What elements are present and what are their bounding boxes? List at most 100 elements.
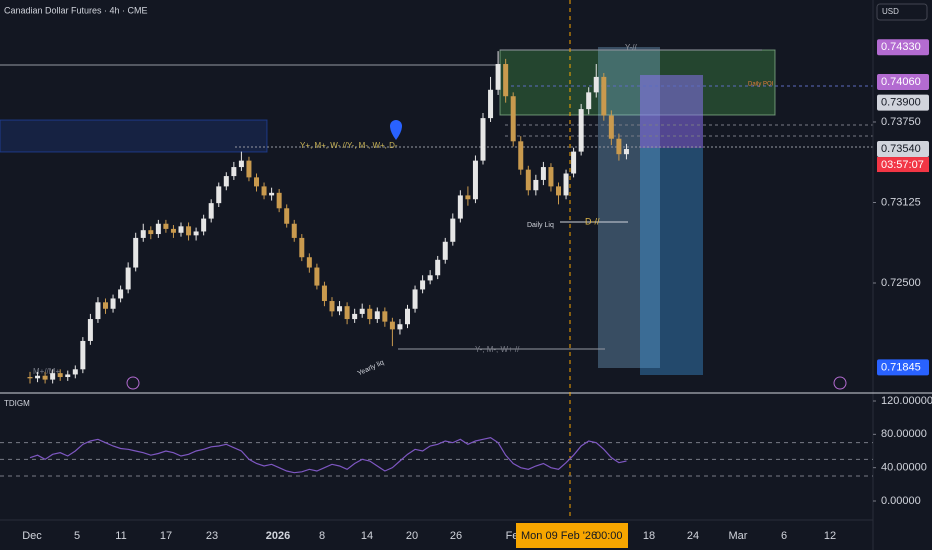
candle-body: [518, 141, 524, 170]
candle-body: [563, 173, 569, 196]
candle-body: [208, 203, 214, 219]
candle-body: [495, 64, 501, 90]
candle-body: [540, 167, 546, 180]
candle-body: [472, 160, 478, 200]
price-label-box: [877, 74, 929, 91]
x-tick-label: Mar: [729, 530, 748, 542]
price-label: 0.74330: [881, 41, 921, 53]
candle-body: [231, 167, 237, 177]
candle-body: [389, 321, 395, 330]
annotation: M+//M+: [33, 367, 60, 376]
annotation: Daily POI: [748, 82, 774, 88]
candle-body: [269, 192, 275, 196]
candle-body: [510, 96, 516, 142]
x-tick-label: 23: [206, 530, 218, 542]
candle-body: [450, 218, 456, 242]
x-tick-label: 18: [643, 530, 655, 542]
candle-body: [465, 195, 471, 200]
position-box: [598, 47, 660, 368]
x-tick-label: 17: [160, 530, 172, 542]
indicator-line: [29, 437, 627, 474]
candle-body: [299, 237, 305, 258]
candle-body: [284, 208, 290, 224]
candle-body: [359, 308, 365, 314]
replay-icon[interactable]: [126, 376, 140, 390]
x-tick-label: 8: [319, 530, 325, 542]
candle-body: [420, 280, 426, 290]
y-tick-label: 40.00000: [881, 462, 927, 474]
candle-body: [163, 223, 169, 229]
candle-body: [291, 223, 297, 238]
pin-icon: [390, 120, 402, 140]
candle-body: [223, 176, 229, 187]
candle-body: [352, 313, 358, 320]
candle-body: [276, 192, 282, 209]
price-label-box: [877, 141, 929, 158]
x-tick-label: 14: [361, 530, 373, 542]
candle-body: [457, 195, 463, 219]
candle-body: [586, 92, 592, 110]
annotation: Y+, M+, W- //Y-, M-, W+, D-: [300, 141, 398, 150]
x-tick-label: 5: [74, 530, 80, 542]
crosshair-label-box: [516, 523, 628, 548]
crosshair-date: Mon 09 Feb '26: [521, 530, 597, 542]
x-tick-label: Fe: [506, 530, 519, 542]
candle-body: [125, 267, 131, 290]
x-tick-label: 26: [450, 530, 462, 542]
x-tick-label: 11: [115, 530, 126, 542]
candle-body: [556, 186, 561, 196]
price-label-box: [877, 94, 929, 111]
y-tick-label: 0.73125: [881, 196, 921, 208]
candle-body: [382, 311, 388, 322]
candle-body: [261, 186, 267, 196]
candle-body: [201, 218, 207, 232]
candle-body: [405, 308, 410, 325]
candle-body: [344, 306, 350, 320]
candle-body: [103, 302, 108, 309]
candle-body: [118, 289, 124, 299]
candle-body: [337, 306, 343, 312]
candle-body: [170, 228, 176, 233]
candle-body: [525, 169, 531, 191]
countdown: 03:57:07: [881, 159, 924, 171]
candle-body: [374, 311, 380, 320]
y-tick-label: 0.00000: [881, 495, 921, 507]
candle-body: [254, 177, 259, 187]
x-tick-label: 2026: [266, 530, 290, 542]
annotation: D-//: [585, 216, 600, 226]
candle-body: [238, 160, 244, 168]
candle-body: [42, 375, 48, 380]
currency: USD: [882, 7, 899, 16]
candle-body: [50, 373, 56, 380]
candle-body: [186, 226, 192, 236]
chart-title: Canadian Dollar Futures · 4h · CME: [4, 5, 148, 15]
candle-body: [80, 340, 86, 370]
crosshair-time: 00:00: [595, 530, 623, 542]
replay-icon[interactable]: [833, 376, 847, 390]
candle-body: [548, 167, 554, 187]
candle-body: [503, 64, 509, 97]
y-tick-label: 120.00000: [881, 395, 932, 407]
candle-body: [178, 226, 184, 233]
candle-body: [329, 301, 335, 312]
candle-body: [306, 257, 312, 268]
candle-body: [216, 186, 222, 204]
candle-body: [72, 369, 78, 375]
currency-button[interactable]: [876, 3, 928, 21]
indicator-title: TDIGM: [4, 399, 30, 408]
candle-body: [148, 230, 154, 235]
candle-body: [95, 302, 101, 320]
candle-body: [87, 319, 93, 341]
candle-body: [435, 259, 441, 276]
annotation: Daily Liq: [527, 222, 554, 229]
candle-body: [601, 76, 607, 116]
candle-body: [593, 76, 599, 93]
candle-body: [412, 289, 418, 309]
x-tick-label: Dec: [22, 530, 42, 542]
candle-body: [57, 373, 63, 378]
y-tick-label: 0.73750: [881, 116, 921, 128]
candle-body: [533, 179, 539, 191]
price-label: 0.74060: [881, 76, 921, 88]
candle-body: [65, 374, 71, 378]
